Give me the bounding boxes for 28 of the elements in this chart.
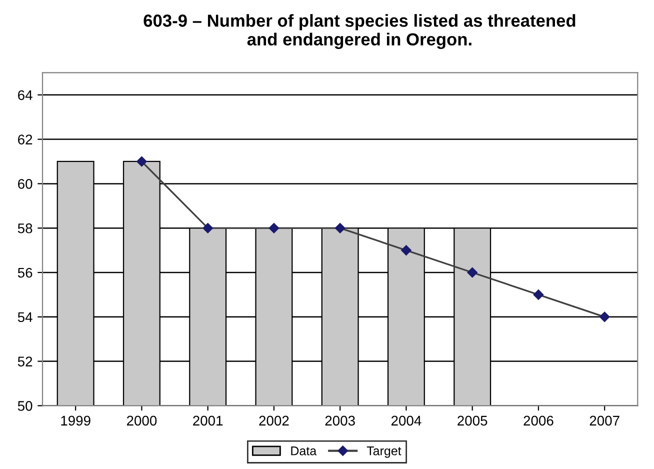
point bbox=[268, 222, 280, 234]
y-tick-label: 50 bbox=[18, 401, 32, 411]
x-tick-label: 1999 bbox=[61, 416, 90, 426]
point bbox=[467, 267, 478, 278]
x-tick-label: 2003 bbox=[325, 416, 355, 426]
y-tick-label: 54 bbox=[18, 312, 32, 322]
legend-label: Data bbox=[291, 446, 317, 456]
x-tick-label: 2006 bbox=[524, 416, 554, 426]
point bbox=[599, 312, 610, 322]
x-tick-label: 2005 bbox=[458, 416, 488, 426]
y-tick-label: 62 bbox=[18, 134, 32, 144]
y-tick-label: 64 bbox=[18, 90, 32, 100]
x-tick-label: 2004 bbox=[391, 416, 422, 426]
y-tick-label: 52 bbox=[18, 356, 32, 366]
x-tick-label: 2007 bbox=[590, 416, 620, 426]
point bbox=[136, 156, 147, 167]
legend-label: Target bbox=[366, 446, 402, 458]
x-tick-label: 2000 bbox=[126, 416, 157, 426]
point bbox=[202, 222, 213, 234]
point bbox=[533, 290, 544, 300]
chart-title: 603-9 – Number of plant species listed as threatened and endangered in Oregon. bbox=[144, 14, 576, 50]
point bbox=[401, 245, 412, 256]
point bbox=[334, 222, 346, 234]
x-tick-label: 2001 bbox=[193, 416, 223, 426]
y-tick-label: 56 bbox=[18, 268, 32, 278]
x-tick-label: 2002 bbox=[259, 416, 289, 426]
y-tick-label: 58 bbox=[18, 223, 32, 234]
y-tick-label: 60 bbox=[18, 179, 32, 189]
